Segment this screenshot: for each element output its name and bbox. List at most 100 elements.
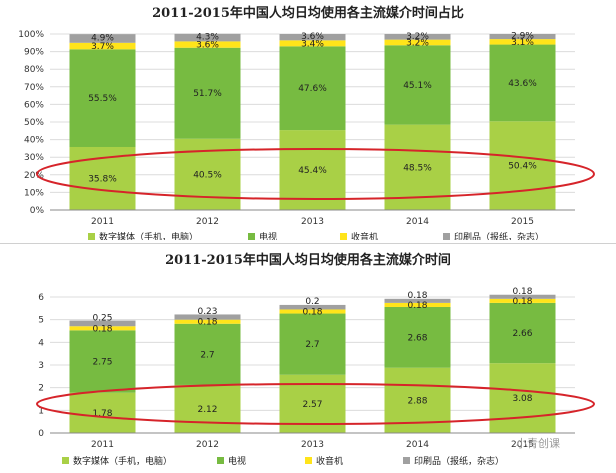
legend-swatch (248, 233, 255, 240)
data-label: 3.2% (406, 38, 429, 48)
legend-label: 收音机 (316, 455, 343, 467)
data-label: 43.6% (508, 79, 537, 89)
highlight-ellipse (36, 383, 595, 425)
bar-segment (489, 298, 556, 303)
x-tick-label: 2014 (406, 440, 429, 450)
data-label: 3.6% (196, 41, 219, 51)
time-chart-panel: 2011-2015年中国人均日均使用各主流媒介时间 1.78 2.75 0.18 0.… (0, 247, 616, 469)
data-label: 1.78 (92, 409, 112, 419)
y-tick-label: 0% (30, 206, 45, 216)
data-label: 0.2 (305, 297, 319, 307)
bar-segment (174, 323, 241, 385)
bar-segment (279, 304, 346, 310)
y-tick-label: 70% (24, 83, 44, 93)
data-label: 0.23 (197, 307, 217, 317)
legend-swatch (62, 457, 69, 464)
data-label: 2.88 (407, 396, 427, 406)
legend-swatch (443, 233, 450, 240)
y-tick-label: 60% (24, 100, 44, 110)
bar-segment (69, 49, 136, 147)
x-tick-label: 2015 (511, 217, 534, 227)
y-tick-label: 1 (38, 406, 44, 416)
bar-segment (69, 320, 136, 327)
data-label: 45.1% (403, 81, 432, 91)
bar-segment (69, 326, 136, 331)
x-tick-label: 2011 (91, 440, 114, 450)
y-tick-label: 100% (18, 30, 44, 40)
y-tick-label: 2 (38, 384, 44, 394)
bar-segment (384, 306, 451, 368)
data-label: 2.57 (302, 400, 322, 410)
chart-divider (0, 243, 616, 244)
x-tick-label: 2014 (406, 217, 429, 227)
bar-segment (174, 314, 241, 320)
watermark-text: 小青创课 (516, 437, 560, 450)
data-label: 3.1% (511, 38, 534, 48)
bar-segment (69, 42, 136, 50)
x-tick-label: 2015 (511, 440, 534, 450)
bar-segment (489, 39, 556, 45)
bar-segment (489, 34, 556, 40)
data-label: 3.2% (406, 32, 429, 42)
data-label: 3.6% (301, 32, 324, 42)
bar-segment (384, 45, 451, 125)
legend-label: 印刷品（报纸，杂志） (414, 455, 504, 467)
bar-segment (174, 384, 241, 433)
bar-segment (279, 313, 346, 375)
data-label: 2.75 (92, 357, 112, 367)
data-label: 2.12 (197, 405, 217, 415)
share-chart: 2011-2015年中国人均日均使用各主流媒介时间占比 35.8% 55.5% 3.… (18, 5, 595, 243)
bar-segment (279, 46, 346, 131)
bar-segment (279, 34, 346, 41)
legend-swatch (217, 457, 224, 464)
data-label: 3.4% (301, 39, 324, 49)
data-label: 2.66 (512, 329, 532, 339)
y-tick-label: 10% (24, 188, 44, 198)
data-label: 51.7% (193, 89, 222, 99)
bar-segment (279, 130, 346, 210)
y-tick-label: 80% (24, 65, 44, 75)
data-label: 50.4% (508, 162, 537, 172)
highlight-ellipse (36, 148, 595, 200)
data-label: 2.7 (200, 350, 214, 360)
x-tick-label: 2012 (196, 440, 219, 450)
legend-label: 电视 (259, 231, 277, 240)
bar-segment (69, 392, 136, 433)
legend-swatch (403, 457, 410, 464)
bar-segment (384, 39, 451, 46)
x-tick-label: 2013 (301, 440, 324, 450)
data-label: 3.7% (91, 42, 114, 52)
legend-label: 数字媒体（手机，电脑） (73, 455, 172, 467)
bar-segment (279, 40, 346, 47)
y-tick-label: 6 (38, 293, 44, 303)
data-label: 2.9% (511, 32, 534, 42)
data-label: 3.08 (512, 394, 532, 404)
chart-title: 2011-2015年中国人均日均使用各主流媒介时间占比 (152, 5, 464, 21)
data-label: 0.18 (407, 291, 427, 301)
x-tick-label: 2012 (196, 217, 219, 227)
data-label: 2.7 (305, 340, 319, 350)
data-label: 2.68 (407, 333, 427, 343)
legend-swatch (88, 233, 95, 240)
y-tick-label: 3 (38, 361, 44, 371)
time-chart: 2011-2015年中国人均日均使用各主流媒介时间 1.782.750.180.… (36, 252, 595, 467)
bar-segment (489, 121, 556, 210)
data-label: 40.5% (193, 170, 222, 180)
data-label: 0.25 (92, 313, 112, 323)
legend-label: 收音机 (351, 231, 378, 240)
bar-segment (384, 298, 451, 303)
legend-swatch (305, 457, 312, 464)
bar-segment (489, 363, 556, 433)
share-chart-panel: 2011-2015年中国人均日均使用各主流媒介时间占比 35.8% 55.5% 3.… (18, 5, 595, 243)
bar-segment (489, 44, 556, 122)
y-tick-label: 40% (24, 136, 44, 146)
data-label: 35.8% (88, 174, 117, 184)
data-label: 55.5% (88, 94, 117, 104)
y-tick-label: 0 (38, 429, 44, 439)
data-label: 0.18 (302, 308, 322, 318)
x-tick-label: 2011 (91, 217, 114, 227)
data-label: 0.18 (512, 297, 532, 307)
data-label: 0.18 (407, 301, 427, 311)
data-label: 0.18 (197, 318, 217, 328)
bar-segment (384, 34, 451, 40)
